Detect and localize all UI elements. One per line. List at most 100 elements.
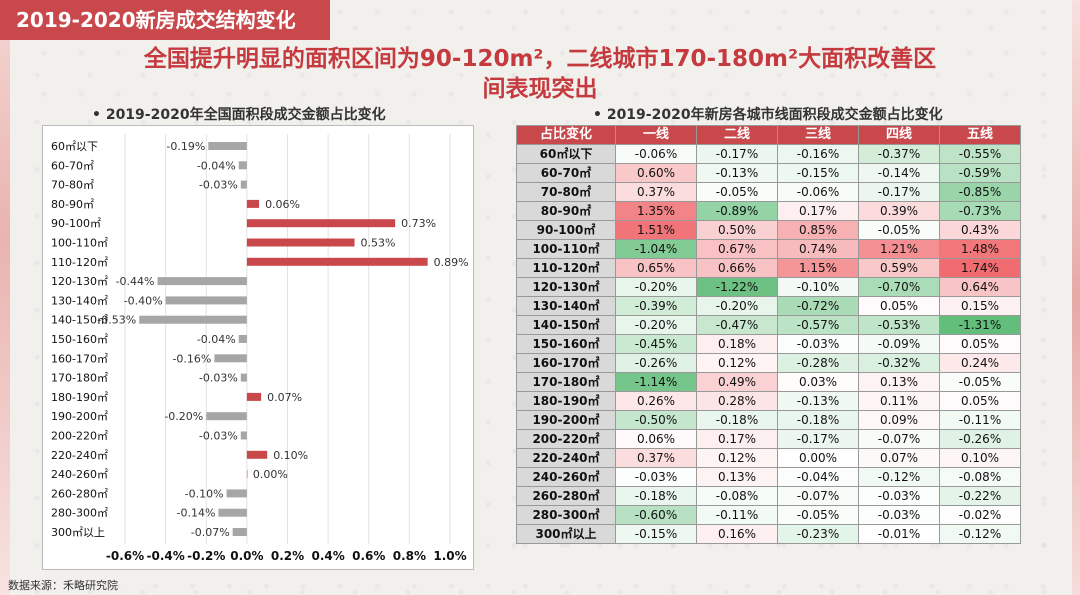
table-cell: -0.26% <box>939 429 1021 449</box>
table-cell: -0.18% <box>615 486 697 506</box>
table-cell: -0.16% <box>777 144 859 164</box>
data-label: -0.04% <box>197 159 236 172</box>
category-label: 70-80㎡ <box>51 179 94 192</box>
table-cell: 0.06% <box>615 429 697 449</box>
table-cell: -0.28% <box>777 353 859 373</box>
x-tick-label: 0.6% <box>352 549 385 563</box>
row-header: 160-170㎡ <box>516 353 616 373</box>
data-label: 0.06% <box>265 198 300 211</box>
column-header: 二线 <box>696 125 778 145</box>
data-label: 0.10% <box>273 449 308 462</box>
column-header: 五线 <box>939 125 1021 145</box>
table-cell: -0.06% <box>777 182 859 202</box>
category-label: 60㎡以下 <box>51 140 98 153</box>
table-cell: -0.85% <box>939 182 1021 202</box>
left-chart-title: • 2019-2020年全国面积段成交金额占比变化 <box>92 107 386 123</box>
row-header: 90-100㎡ <box>516 220 616 240</box>
table-cell: -0.13% <box>777 391 859 411</box>
category-label: 100-110㎡ <box>51 237 108 250</box>
table-cell: 1.48% <box>939 239 1021 259</box>
headline-line-2: 间表现突出 <box>482 76 598 102</box>
table-cell: -0.72% <box>777 296 859 316</box>
table-cell: 0.17% <box>777 201 859 221</box>
table-cell: -0.20% <box>615 315 697 335</box>
table-cell: -0.20% <box>696 296 778 316</box>
table-cell: -0.06% <box>615 144 697 164</box>
table-row: 220-240㎡ 0.37% 0.12% 0.00% 0.07% 0.10% <box>516 448 1021 468</box>
category-label: 160-170㎡ <box>51 352 108 365</box>
bar <box>139 315 247 324</box>
table-cell: -0.32% <box>858 353 940 373</box>
table-cell: -0.55% <box>939 144 1021 164</box>
x-tick-label: 1.0% <box>433 549 466 563</box>
table-row: 190-200㎡ -0.50% -0.18% -0.18% 0.09% -0.11% <box>516 410 1021 430</box>
table-cell: -0.08% <box>696 486 778 506</box>
table-cell: -0.11% <box>696 505 778 525</box>
table-cell: -0.70% <box>858 277 940 297</box>
table-cell: -0.20% <box>615 277 697 297</box>
table-cell: 0.28% <box>696 391 778 411</box>
table-cell: -1.31% <box>939 315 1021 335</box>
table-row: 280-300㎡ -0.60% -0.11% -0.05% -0.03% -0.02% <box>516 505 1021 525</box>
data-label: -0.44% <box>116 275 155 288</box>
table-cell: -0.53% <box>858 315 940 335</box>
bar <box>218 508 247 517</box>
table-cell: 0.16% <box>696 524 778 544</box>
table-cell: -0.17% <box>696 144 778 164</box>
bar <box>246 238 355 247</box>
table-cell: 0.13% <box>696 467 778 487</box>
table-cell: 0.18% <box>696 334 778 354</box>
data-label: -0.20% <box>164 410 203 423</box>
table-cell: -0.45% <box>615 334 697 354</box>
table-cell: -1.22% <box>696 277 778 297</box>
bar <box>238 161 247 170</box>
row-header: 150-160㎡ <box>516 334 616 354</box>
bar <box>240 431 247 440</box>
slide-title: 2019-2020新房成交结构变化 <box>0 0 330 40</box>
table-cell: -0.15% <box>777 163 859 183</box>
table-cell: -0.37% <box>858 144 940 164</box>
table-cell: 0.43% <box>939 220 1021 240</box>
table-cell: 0.37% <box>615 448 697 468</box>
bar <box>240 180 247 189</box>
table-cell: 0.12% <box>696 448 778 468</box>
table-cell: 0.17% <box>696 429 778 449</box>
row-header: 300㎡以上 <box>516 524 616 544</box>
category-label: 260-280㎡ <box>51 487 108 500</box>
table-cell: -0.15% <box>615 524 697 544</box>
table-cell: -0.08% <box>939 467 1021 487</box>
bar <box>226 489 247 498</box>
table-cell: -0.11% <box>939 410 1021 430</box>
table-row: 100-110㎡ -1.04% 0.67% 0.74% 1.21% 1.48% <box>516 239 1021 259</box>
table-cell: -0.07% <box>858 429 940 449</box>
left-decor-strip <box>0 0 10 595</box>
table-cell: -0.10% <box>777 277 859 297</box>
table-cell: -0.23% <box>777 524 859 544</box>
table-cell: 1.51% <box>615 220 697 240</box>
data-label: -0.14% <box>177 507 216 520</box>
table-corner-header: 占比变化 <box>516 125 616 145</box>
category-label: 110-120㎡ <box>51 256 108 269</box>
bar <box>246 199 260 208</box>
table-cell: 0.49% <box>696 372 778 392</box>
bar <box>208 142 247 150</box>
table-cell: 0.11% <box>858 391 940 411</box>
column-header: 一线 <box>615 125 697 145</box>
table-cell: -0.89% <box>696 201 778 221</box>
table-cell: 1.15% <box>777 258 859 278</box>
table-cell: 0.67% <box>696 239 778 259</box>
table-cell: 0.15% <box>939 296 1021 316</box>
x-tick-label: -0.6% <box>106 549 144 563</box>
bar <box>246 450 268 459</box>
category-label: 180-190㎡ <box>51 391 108 404</box>
table-cell: -0.02% <box>939 505 1021 525</box>
table-cell: 0.64% <box>939 277 1021 297</box>
table-cell: -1.14% <box>615 372 697 392</box>
table-cell: -0.03% <box>777 334 859 354</box>
table-cell: -0.13% <box>696 163 778 183</box>
table-cell: 0.07% <box>858 448 940 468</box>
category-label: 200-220㎡ <box>51 430 108 443</box>
row-header: 170-180㎡ <box>516 372 616 392</box>
category-label: 170-180㎡ <box>51 372 108 385</box>
table-cell: 0.09% <box>858 410 940 430</box>
